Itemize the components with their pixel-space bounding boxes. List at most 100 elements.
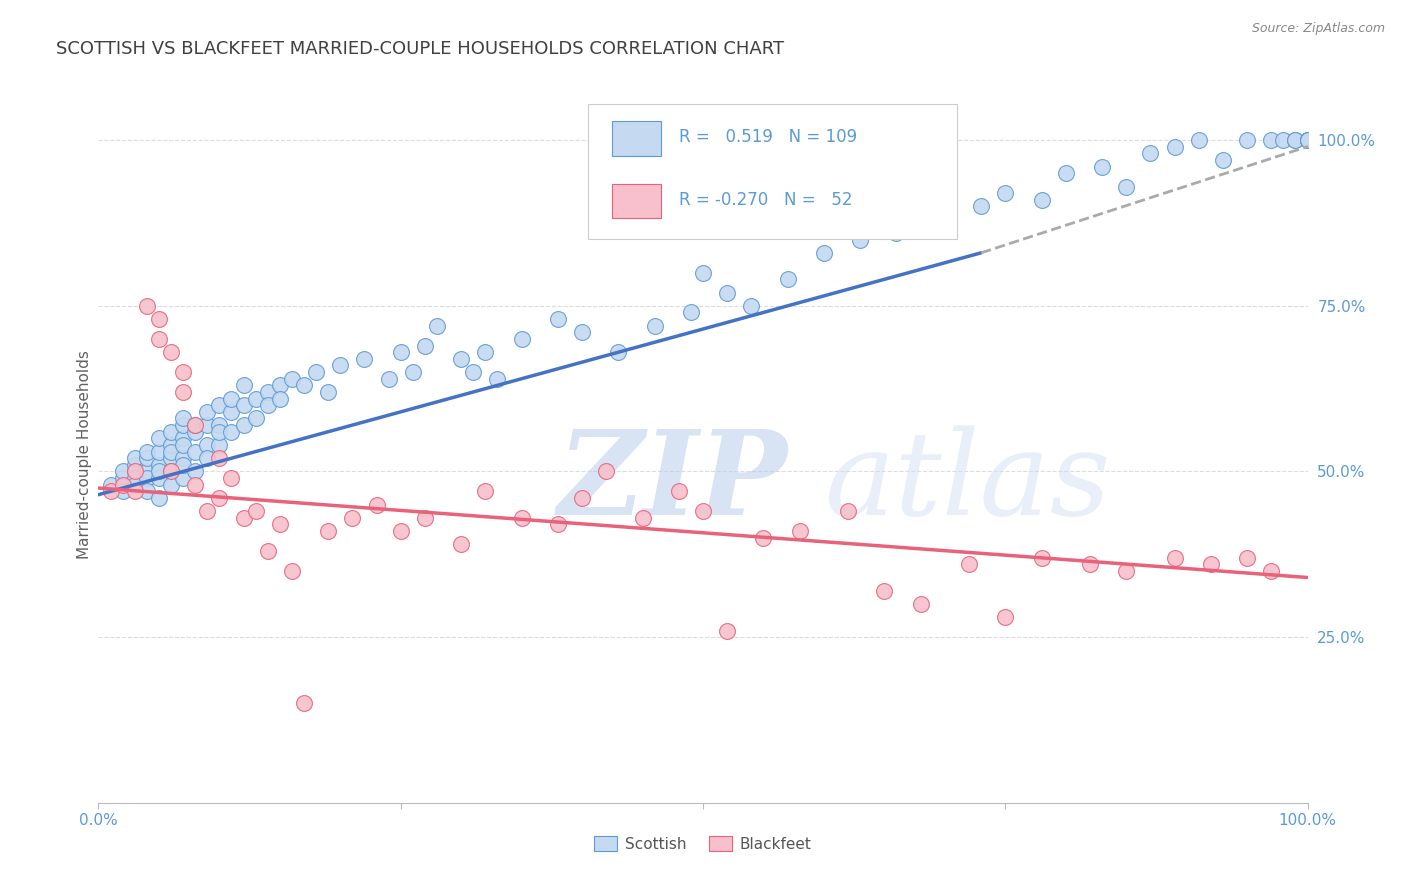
Point <box>910 597 932 611</box>
Point <box>595 465 617 479</box>
Point <box>160 465 183 479</box>
Point <box>195 451 218 466</box>
Point <box>124 451 146 466</box>
Point <box>245 504 267 518</box>
Point <box>172 365 194 379</box>
Point <box>1296 133 1319 147</box>
Point <box>232 398 254 412</box>
Point <box>172 451 194 466</box>
Point <box>184 444 207 458</box>
Point <box>172 418 194 433</box>
Point <box>111 471 134 485</box>
Point <box>1139 146 1161 161</box>
Point <box>644 318 666 333</box>
Point <box>474 484 496 499</box>
Point <box>124 477 146 491</box>
Point <box>221 471 243 485</box>
Point <box>607 345 630 359</box>
Point <box>195 504 218 518</box>
Point <box>1236 550 1258 565</box>
Text: Source: ZipAtlas.com: Source: ZipAtlas.com <box>1251 22 1385 36</box>
Point <box>342 511 364 525</box>
Point <box>124 484 146 499</box>
Point <box>1296 133 1319 147</box>
Point <box>994 186 1017 201</box>
Point <box>221 392 243 406</box>
Point <box>692 504 714 518</box>
Point <box>329 359 352 373</box>
Point <box>716 624 738 638</box>
Point <box>776 272 799 286</box>
Point <box>135 444 157 458</box>
Point <box>873 583 896 598</box>
Point <box>232 511 254 525</box>
Point <box>692 266 714 280</box>
Point <box>124 465 146 479</box>
Point <box>184 418 207 433</box>
Point <box>172 458 194 472</box>
Point <box>160 477 183 491</box>
Point <box>292 697 315 711</box>
FancyBboxPatch shape <box>613 121 661 156</box>
Point <box>292 378 315 392</box>
Point <box>474 345 496 359</box>
Point <box>100 477 122 491</box>
Text: ZIP: ZIP <box>558 425 787 541</box>
Point <box>426 318 449 333</box>
Point <box>450 351 472 366</box>
Point <box>111 484 134 499</box>
Point <box>184 465 207 479</box>
Point <box>752 531 775 545</box>
Point <box>124 458 146 472</box>
Point <box>160 345 183 359</box>
Point <box>413 338 436 352</box>
Point <box>100 484 122 499</box>
Point <box>245 392 267 406</box>
Point <box>160 465 183 479</box>
Point <box>208 451 231 466</box>
Point <box>970 199 993 213</box>
Point <box>1236 133 1258 147</box>
Point <box>1163 140 1185 154</box>
Point <box>135 471 157 485</box>
Point <box>172 471 194 485</box>
Point <box>389 524 412 538</box>
Point <box>148 465 170 479</box>
Point <box>148 431 170 445</box>
Point <box>111 465 134 479</box>
Point <box>160 438 183 452</box>
Point <box>316 524 339 538</box>
Point <box>269 517 291 532</box>
Point <box>148 332 170 346</box>
Text: R = -0.270   N =   52: R = -0.270 N = 52 <box>679 191 852 209</box>
Point <box>547 312 569 326</box>
Point <box>148 444 170 458</box>
Point <box>377 372 399 386</box>
Point <box>124 465 146 479</box>
Point <box>716 285 738 300</box>
Point <box>910 212 932 227</box>
Point <box>1031 193 1053 207</box>
Point <box>135 465 157 479</box>
Point <box>221 405 243 419</box>
Point <box>281 564 304 578</box>
Point <box>1212 153 1234 167</box>
Point <box>256 384 278 399</box>
Point <box>813 245 835 260</box>
Point <box>208 398 231 412</box>
Point <box>208 418 231 433</box>
Point <box>1115 564 1137 578</box>
Point <box>232 418 254 433</box>
Point <box>172 411 194 425</box>
Point <box>510 332 533 346</box>
Point <box>148 312 170 326</box>
Text: R =   0.519   N = 109: R = 0.519 N = 109 <box>679 128 856 146</box>
Point <box>450 537 472 551</box>
Point <box>1091 160 1114 174</box>
Point <box>256 544 278 558</box>
Point <box>160 444 183 458</box>
Point <box>221 425 243 439</box>
Text: SCOTTISH VS BLACKFEET MARRIED-COUPLE HOUSEHOLDS CORRELATION CHART: SCOTTISH VS BLACKFEET MARRIED-COUPLE HOU… <box>56 40 785 58</box>
Point <box>172 438 194 452</box>
Text: atlas: atlas <box>824 425 1111 541</box>
